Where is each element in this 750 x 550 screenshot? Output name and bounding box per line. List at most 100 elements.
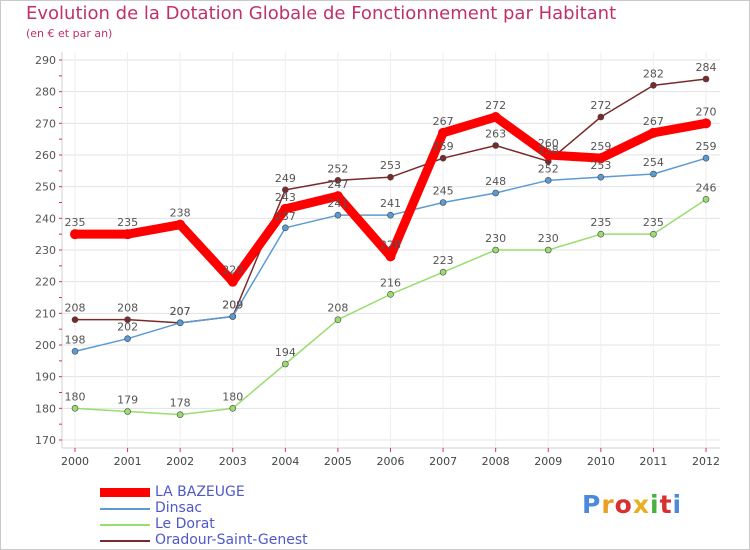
logo-letter: o xyxy=(614,490,633,519)
data-label: 235 xyxy=(643,216,664,229)
data-point xyxy=(544,246,552,254)
data-label: 202 xyxy=(117,321,138,334)
data-point xyxy=(439,154,447,162)
data-label: 230 xyxy=(538,232,559,245)
data-point xyxy=(282,360,289,368)
data-point xyxy=(595,153,606,164)
data-label: 180 xyxy=(222,390,243,403)
data-label: 237 xyxy=(275,210,296,223)
data-label: 220 xyxy=(222,264,243,277)
y-tick-label: 200 xyxy=(35,339,56,352)
data-labels: 235 235 238 220 243 247 228 267 272 260 259 267 270 1… xyxy=(65,61,717,410)
data-label: 208 xyxy=(117,302,138,315)
y-tick-label: 240 xyxy=(35,212,56,225)
data-point xyxy=(387,211,394,219)
legend-item-le-dorat[interactable]: Le Dorat xyxy=(100,516,400,532)
data-label: 259 xyxy=(696,140,717,153)
data-point xyxy=(71,405,79,412)
data-point xyxy=(490,112,501,122)
data-label: 282 xyxy=(643,67,664,80)
x-tick-label: 2003 xyxy=(219,455,247,468)
x-tick-label: 2010 xyxy=(587,455,615,468)
y-tick-label: 280 xyxy=(35,86,56,99)
data-point xyxy=(492,246,499,254)
x-tick-label: 2000 xyxy=(61,455,89,468)
data-point xyxy=(71,348,79,355)
x-tick-label: 2008 xyxy=(482,455,510,468)
data-label: 228 xyxy=(380,238,401,251)
data-point xyxy=(387,291,394,298)
data-label: 254 xyxy=(643,156,664,169)
data-label: 194 xyxy=(275,346,296,359)
x-tick-label: 2005 xyxy=(324,455,352,468)
data-point xyxy=(332,191,343,202)
data-point xyxy=(70,229,80,240)
data-point xyxy=(334,211,342,219)
data-point xyxy=(597,113,605,121)
data-point xyxy=(492,189,499,197)
legend-item-la-bazeuge[interactable]: LA BAZEUGE xyxy=(100,484,400,500)
x-tick-label: 2006 xyxy=(377,455,405,468)
legend-label: Le Dorat xyxy=(155,516,215,532)
data-label: 223 xyxy=(433,254,454,267)
data-point xyxy=(124,408,131,415)
data-label: 284 xyxy=(696,61,717,74)
data-point xyxy=(702,154,710,162)
legend-item-oradour[interactable]: Oradour-Saint-Genest xyxy=(100,532,400,548)
y-tick-label: 270 xyxy=(35,117,56,130)
legend-item-dinsac[interactable]: Dinsac xyxy=(100,500,400,516)
data-point xyxy=(229,405,237,412)
data-point xyxy=(650,82,657,89)
y-tick-label: 170 xyxy=(35,434,56,447)
data-label: 267 xyxy=(643,115,664,128)
y-tick-label: 250 xyxy=(35,181,56,194)
data-point xyxy=(176,411,184,418)
data-label: 258 xyxy=(538,143,559,156)
logo-letter: t xyxy=(659,490,673,519)
data-label: 243 xyxy=(275,191,296,204)
data-point xyxy=(544,177,552,184)
logo-letter: i xyxy=(672,490,683,519)
data-label: 235 xyxy=(65,216,86,229)
data-label: 259 xyxy=(590,140,611,153)
data-label: 241 xyxy=(380,197,401,210)
data-point xyxy=(334,177,342,184)
data-label: 259 xyxy=(433,140,454,153)
data-point xyxy=(334,316,342,323)
data-label: 208 xyxy=(65,302,86,315)
data-point xyxy=(71,316,79,323)
data-point xyxy=(122,229,133,240)
data-label: 209 xyxy=(222,299,243,312)
data-point xyxy=(597,173,605,181)
data-label: 253 xyxy=(380,159,401,172)
data-point xyxy=(280,203,291,214)
data-label: 260 xyxy=(538,137,559,150)
x-tick-label: 2007 xyxy=(429,455,457,468)
data-point xyxy=(702,75,710,83)
y-tick-label: 220 xyxy=(35,276,56,289)
data-label: 216 xyxy=(380,276,401,289)
logo-letter: i xyxy=(650,490,660,519)
x-tick-label: 2012 xyxy=(692,455,720,468)
data-label: 245 xyxy=(433,185,454,198)
data-label: 230 xyxy=(485,232,506,245)
x-tick-label: 2011 xyxy=(639,455,667,468)
y-tick-label: 230 xyxy=(35,244,56,257)
data-point xyxy=(387,173,394,181)
data-point xyxy=(282,224,289,232)
data-point xyxy=(438,127,449,138)
data-label: 270 xyxy=(696,105,717,118)
legend-label: Dinsac xyxy=(155,500,203,516)
y-tick-label: 290 xyxy=(35,54,56,67)
data-point xyxy=(439,268,447,276)
axes: 170 180 190 200 210 220 230 240 250 260 270 280 290 2… xyxy=(35,52,720,468)
data-label: 252 xyxy=(538,162,559,175)
data-point xyxy=(650,230,657,238)
logo-letter: r xyxy=(601,490,615,519)
data-point xyxy=(543,150,554,160)
data-label: 235 xyxy=(117,216,138,229)
data-point xyxy=(648,127,659,138)
data-label: 272 xyxy=(590,99,611,112)
data-label: 249 xyxy=(275,172,296,185)
